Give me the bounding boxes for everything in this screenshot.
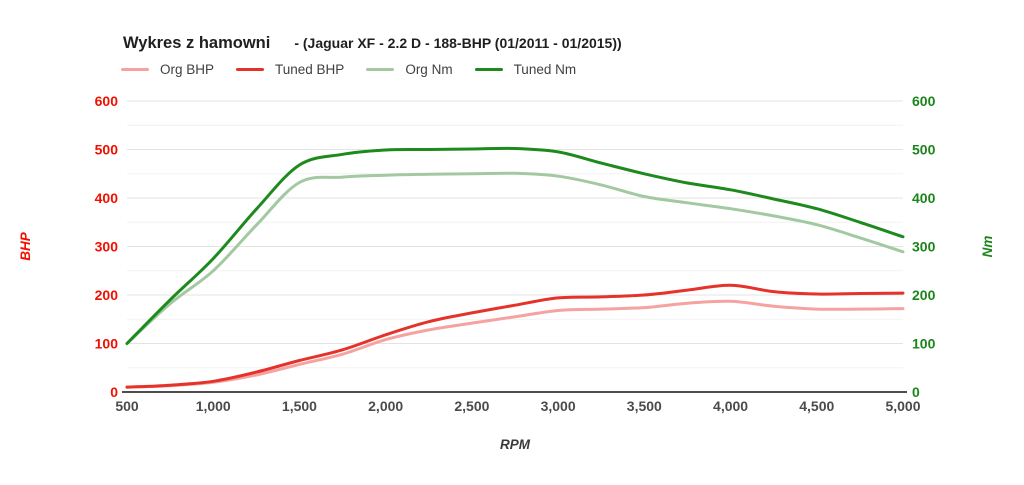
svg-text:3,500: 3,500	[627, 398, 662, 414]
svg-text:1,000: 1,000	[196, 398, 231, 414]
svg-text:0: 0	[110, 384, 118, 400]
y-axis-left-ticks: 0 100 200 300 400 500 600	[95, 93, 119, 400]
legend-label: Tuned Nm	[513, 62, 577, 77]
legend-swatch-icon	[366, 68, 395, 71]
svg-text:600: 600	[912, 93, 936, 109]
svg-text:300: 300	[912, 239, 936, 255]
svg-text:400: 400	[95, 190, 119, 206]
svg-text:300: 300	[95, 239, 119, 255]
legend-label: Org Nm	[405, 62, 453, 77]
x-axis-ticks: 500 1,000 1,500 2,000 2,500 3,000 3,500 4,000 4,…	[115, 398, 920, 414]
series-line-tuned-nm	[125, 146, 905, 345]
y-axis-right-ticks: 0 100 200 300 400 500 600	[912, 93, 936, 400]
legend-swatch-icon	[474, 68, 503, 71]
chart-legend: Org BHP Tuned BHP Org Nm Tuned Nm	[121, 62, 576, 77]
svg-text:600: 600	[95, 93, 119, 109]
svg-text:100: 100	[95, 336, 119, 352]
legend-swatch-icon	[121, 68, 149, 71]
svg-text:100: 100	[912, 336, 936, 352]
legend-swatch-icon	[236, 68, 265, 71]
series-line-tuned-bhp	[125, 283, 905, 389]
svg-text:200: 200	[95, 287, 119, 303]
x-axis-title: RPM	[500, 437, 531, 452]
legend-item-tuned-bhp[interactable]: Tuned BHP	[236, 62, 344, 77]
minor-gridlines	[127, 124, 903, 369]
svg-text:3,000: 3,000	[541, 398, 576, 414]
legend-label: Org BHP	[160, 62, 215, 77]
svg-text:500: 500	[912, 142, 936, 158]
svg-text:2,500: 2,500	[454, 398, 489, 414]
series-line-org-bhp	[125, 299, 905, 389]
y-axis-left-title: BHP	[18, 231, 33, 260]
series-line-org-nm	[125, 171, 905, 345]
chart-title: Wykres z hamowni	[123, 34, 271, 52]
svg-text:4,000: 4,000	[713, 398, 748, 414]
svg-text:500: 500	[95, 142, 119, 158]
legend-item-org-nm[interactable]: Org Nm	[366, 62, 453, 77]
legend-label: Tuned BHP	[275, 62, 345, 77]
svg-text:2,000: 2,000	[368, 398, 403, 414]
svg-text:5,000: 5,000	[885, 398, 920, 414]
legend-item-tuned-nm[interactable]: Tuned Nm	[474, 62, 577, 77]
svg-text:400: 400	[912, 190, 936, 206]
legend-item-org-bhp[interactable]: Org BHP	[121, 62, 214, 77]
chart-subtitle: - (Jaguar XF - 2.2 D - 188-BHP (01/2011 …	[294, 35, 622, 51]
svg-text:500: 500	[115, 398, 139, 414]
svg-text:1,500: 1,500	[282, 398, 317, 414]
svg-text:200: 200	[912, 287, 936, 303]
y-axis-right-title: Nm	[980, 236, 995, 258]
chart-header: Wykres z hamowni - (Jaguar XF - 2.2 D - …	[123, 34, 622, 53]
svg-text:0: 0	[912, 384, 920, 400]
svg-text:4,500: 4,500	[799, 398, 834, 414]
